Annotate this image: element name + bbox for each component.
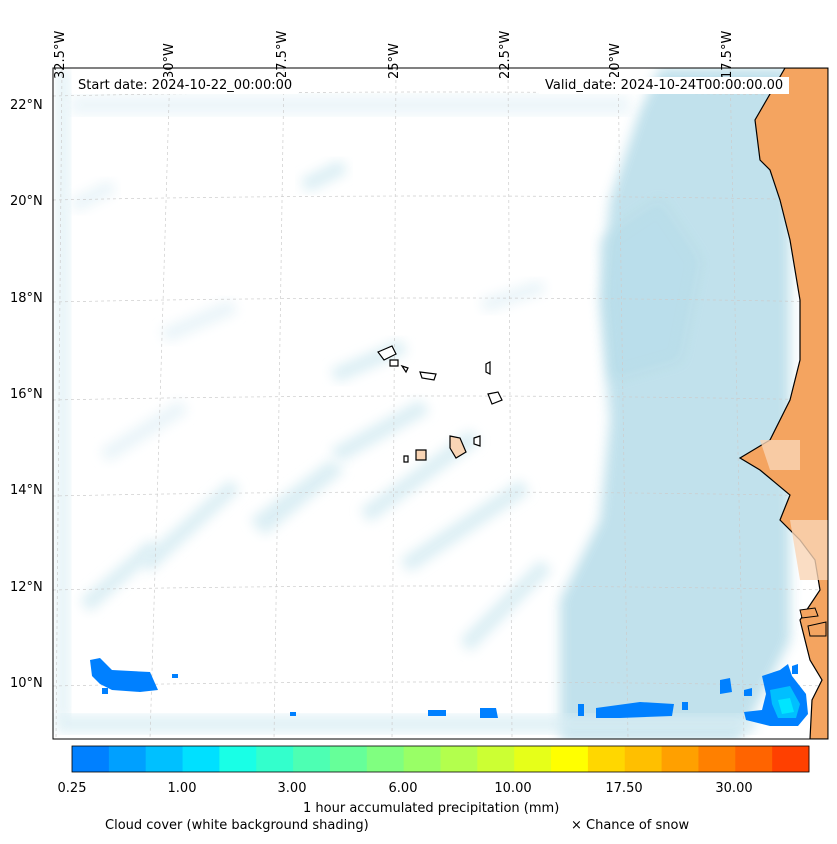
lat-label: 20°N — [10, 194, 43, 209]
colorbar-segment — [735, 746, 773, 772]
colorbar-segment — [182, 746, 220, 772]
colorbar-title: 1 hour accumulated precipitation (mm) — [303, 801, 560, 816]
cloud-cover-layer — [56, 68, 790, 739]
start-date-label: Start date: 2024-10-22_00:00:00 — [72, 77, 299, 94]
colorbar-segment — [514, 746, 552, 772]
lat-label: 14°N — [10, 483, 43, 498]
valid-date-label: Valid_date: 2024-10-24T00:00:00.00 — [539, 77, 790, 94]
colorbar-segment — [661, 746, 699, 772]
colorbar-segment — [293, 746, 331, 772]
lon-label: 20°W — [608, 43, 623, 79]
colorbar-segment — [551, 746, 589, 772]
colorbar-tick-label: 0.25 — [57, 781, 87, 796]
snow-caption: × Chance of snow — [571, 818, 690, 833]
colorbar-tick-label: 3.00 — [277, 781, 307, 796]
colorbar-segment — [772, 746, 810, 772]
lon-label: 22.5°W — [498, 30, 513, 79]
colorbar-tick-label: 17.50 — [605, 781, 643, 796]
lon-label: 27.5°W — [275, 30, 290, 79]
precipitation-colorbar — [72, 746, 810, 772]
coastal-islands — [799, 607, 827, 637]
colorbar-segment — [403, 746, 441, 772]
colorbar-segment — [366, 746, 405, 772]
lat-label: 10°N — [10, 676, 43, 691]
colorbar-segment — [587, 746, 626, 772]
africa-coastal-shade — [760, 440, 828, 580]
lon-label: 32.5°W — [53, 30, 68, 79]
colorbar-segment — [145, 746, 184, 772]
graticule — [53, 68, 828, 739]
colorbar-segment — [108, 746, 147, 772]
map-frame — [52, 67, 829, 740]
lon-label: 25°W — [387, 43, 402, 79]
colorbar-tick-label: 1.00 — [167, 781, 197, 796]
colorbar-tick-label: 10.00 — [494, 781, 532, 796]
precipitation-layer — [90, 658, 808, 726]
colorbar-tick-label: 30.00 — [715, 781, 753, 796]
lat-label: 22°N — [10, 98, 43, 113]
colorbar-segment — [624, 746, 663, 772]
lat-label: 18°N — [10, 291, 43, 306]
lat-label: 16°N — [10, 387, 43, 402]
lon-label: 30°W — [162, 43, 177, 79]
colorbar-segment — [477, 746, 515, 772]
colorbar-segment — [440, 746, 478, 772]
colorbar-segment — [329, 746, 368, 772]
colorbar-segment — [72, 746, 110, 772]
cloud-cover-caption: Cloud cover (white background shading) — [105, 818, 369, 833]
colorbar-tick-label: 6.00 — [388, 781, 418, 796]
colorbar-segment — [219, 746, 257, 772]
africa-land — [738, 68, 828, 739]
colorbar-frame — [71, 745, 810, 773]
lat-label: 12°N — [10, 580, 43, 595]
lon-label: 17.5°W — [720, 30, 735, 79]
colorbar-segment — [256, 746, 294, 772]
colorbar-segment — [698, 746, 736, 772]
cape-verde-islands — [377, 345, 503, 463]
